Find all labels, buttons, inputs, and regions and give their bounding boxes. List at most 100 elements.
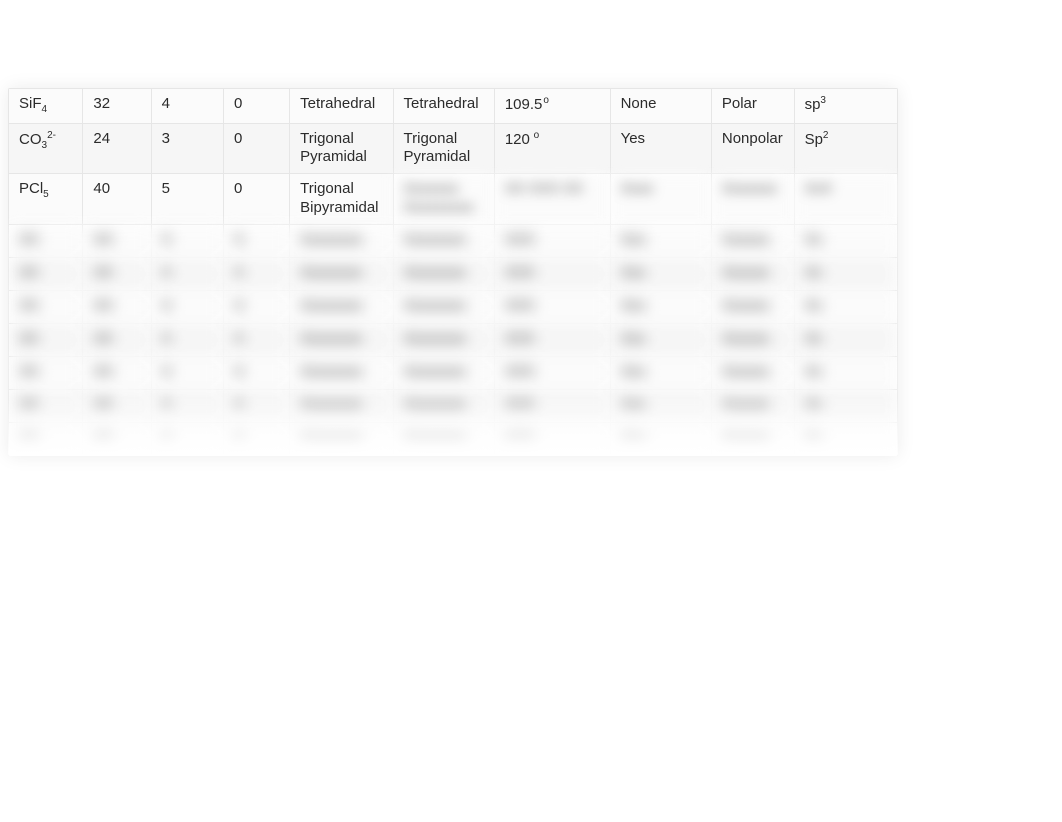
table-row-blurred: XXXXXXXxxxxxxxXxxxxxxxXXXXxxXxxxxxXx <box>9 257 898 290</box>
cell-molecular-geometry: Xxxxxxxx <box>393 290 494 323</box>
blurred-rows: XXXXXXXxxxxxxxXxxxxxxxXXXXxxXxxxxxXxXXXX… <box>9 224 898 455</box>
cell-valence: 32 <box>83 89 151 124</box>
cell-formula: XX <box>9 290 83 323</box>
cell-resonance: Xxx <box>610 323 711 356</box>
table-row-blurred: XXXXXXXxxxxxxxXxxxxxxxXXXXxxXxxxxxXx <box>9 389 898 422</box>
cell-bond-angle: XXX <box>494 389 610 422</box>
cell-polarity: Xxxxxx <box>711 224 794 257</box>
cell-bond-angle: XXX <box>494 323 610 356</box>
cell-resonance: Xxx <box>610 224 711 257</box>
cell-hybridization: Xx <box>794 224 897 257</box>
cell-resonance: Xxx <box>610 389 711 422</box>
cell-hybridization: Xx <box>794 323 897 356</box>
table-row-blurred: XXXXXXXxxxxxxxXxxxxxxxXXXXxxXxxxxxXx <box>9 356 898 389</box>
cell-formula: XX <box>9 422 83 455</box>
cell-lone-pairs: X <box>224 224 290 257</box>
cell-polarity: Xxxxxx <box>711 356 794 389</box>
cell-bond-angle: XX XXX XX <box>494 174 610 225</box>
table-row-blurred: XXXXXXXxxxxxxxXxxxxxxxXXXXxxXxxxxxXx <box>9 323 898 356</box>
cell-molecular-geometry: Xxxxxxxx <box>393 356 494 389</box>
cell-bonding-pairs: 3 <box>151 123 223 174</box>
cell-polarity: Xxxxxx <box>711 422 794 455</box>
cell-polarity: Xxxxxx <box>711 290 794 323</box>
cell-molecular-geometry: Xxxxxxxx <box>393 257 494 290</box>
cell-formula: SiF4 <box>9 89 83 124</box>
cell-polarity: Nonpolar <box>711 123 794 174</box>
cell-polarity: Xxxxxxx <box>711 174 794 225</box>
cell-polarity: Xxxxxx <box>711 323 794 356</box>
cell-valence: XX <box>83 389 151 422</box>
cell-electron-geometry: Xxxxxxxx <box>290 290 393 323</box>
cell-electron-geometry: Trigonal Pyramidal <box>290 123 393 174</box>
cell-molecular-geometry: Xxxxxxxx <box>393 323 494 356</box>
cell-polarity: Xxxxxx <box>711 257 794 290</box>
table-row: SiF43240TetrahedralTetrahedral109.5oNone… <box>9 89 898 124</box>
cell-hybridization: Xx <box>794 356 897 389</box>
cell-polarity: Xxxxxx <box>711 389 794 422</box>
cell-molecular-geometry: Xxxxxxxx <box>393 224 494 257</box>
table-row-blurred: XXXXXXXxxxxxxxXxxxxxxxXXXXxxXxxxxxXx <box>9 224 898 257</box>
cell-hybridization: Xx <box>794 257 897 290</box>
cell-bond-angle: XXX <box>494 257 610 290</box>
table-row: PCl54050Trigonal BipyramidalXxxxxxx Xxxx… <box>9 174 898 225</box>
cell-valence: XX <box>83 422 151 455</box>
cell-molecular-geometry: Xxxxxxxx <box>393 422 494 455</box>
cell-bonding-pairs: 5 <box>151 174 223 225</box>
cell-lone-pairs: X <box>224 323 290 356</box>
cell-molecular-geometry: Xxxxxxx Xxxxxxxxx <box>393 174 494 225</box>
cell-lone-pairs: X <box>224 290 290 323</box>
cell-resonance: Xxxx <box>610 174 711 225</box>
table-row-blurred: XXXXXXXxxxxxxxXxxxxxxxXXXXxxXxxxxxXx <box>9 422 898 455</box>
cell-valence: XX <box>83 356 151 389</box>
cell-bonding-pairs: X <box>151 422 223 455</box>
cell-formula: XX <box>9 356 83 389</box>
cell-lone-pairs: X <box>224 257 290 290</box>
cell-bonding-pairs: 4 <box>151 89 223 124</box>
cell-hybridization: sp3 <box>794 89 897 124</box>
cell-formula: XX <box>9 389 83 422</box>
cell-molecular-geometry: Trigonal Pyramidal <box>393 123 494 174</box>
visible-rows: SiF43240TetrahedralTetrahedral109.5oNone… <box>9 89 898 225</box>
cell-valence: XX <box>83 224 151 257</box>
cell-bond-angle: XXX <box>494 224 610 257</box>
cell-hybridization: Xx <box>794 389 897 422</box>
cell-formula: XX <box>9 257 83 290</box>
molecular-geometry-table: SiF43240TetrahedralTetrahedral109.5oNone… <box>8 88 898 456</box>
cell-formula: XX <box>9 224 83 257</box>
cell-resonance: None <box>610 89 711 124</box>
cell-electron-geometry: Trigonal Bipyramidal <box>290 174 393 225</box>
page: SiF43240TetrahedralTetrahedral109.5oNone… <box>0 0 1062 822</box>
cell-hybridization: Xx <box>794 290 897 323</box>
cell-electron-geometry: Xxxxxxxx <box>290 257 393 290</box>
cell-bonding-pairs: X <box>151 290 223 323</box>
data-table-container: SiF43240TetrahedralTetrahedral109.5oNone… <box>8 88 898 456</box>
cell-hybridization: Sp2 <box>794 123 897 174</box>
cell-bonding-pairs: X <box>151 356 223 389</box>
cell-molecular-geometry: Tetrahedral <box>393 89 494 124</box>
cell-bond-angle: XXX <box>494 356 610 389</box>
cell-resonance: Xxx <box>610 290 711 323</box>
cell-bonding-pairs: X <box>151 257 223 290</box>
cell-formula: XX <box>9 323 83 356</box>
cell-electron-geometry: Xxxxxxxx <box>290 389 393 422</box>
cell-valence: 40 <box>83 174 151 225</box>
cell-bonding-pairs: X <box>151 323 223 356</box>
cell-molecular-geometry: Xxxxxxxx <box>393 389 494 422</box>
cell-lone-pairs: 0 <box>224 174 290 225</box>
cell-electron-geometry: Xxxxxxxx <box>290 422 393 455</box>
cell-hybridization: XxX <box>794 174 897 225</box>
cell-resonance: Xxx <box>610 356 711 389</box>
cell-electron-geometry: Xxxxxxxx <box>290 356 393 389</box>
cell-polarity: Polar <box>711 89 794 124</box>
cell-lone-pairs: X <box>224 422 290 455</box>
cell-electron-geometry: Xxxxxxxx <box>290 323 393 356</box>
cell-bonding-pairs: X <box>151 389 223 422</box>
cell-electron-geometry: Xxxxxxxx <box>290 224 393 257</box>
cell-lone-pairs: X <box>224 356 290 389</box>
cell-valence: XX <box>83 290 151 323</box>
cell-bond-angle: XXX <box>494 290 610 323</box>
table-row-blurred: XXXXXXXxxxxxxxXxxxxxxxXXXXxxXxxxxxXx <box>9 290 898 323</box>
cell-lone-pairs: X <box>224 389 290 422</box>
cell-resonance: Yes <box>610 123 711 174</box>
table-row: CO32-2430Trigonal PyramidalTrigonal Pyra… <box>9 123 898 174</box>
